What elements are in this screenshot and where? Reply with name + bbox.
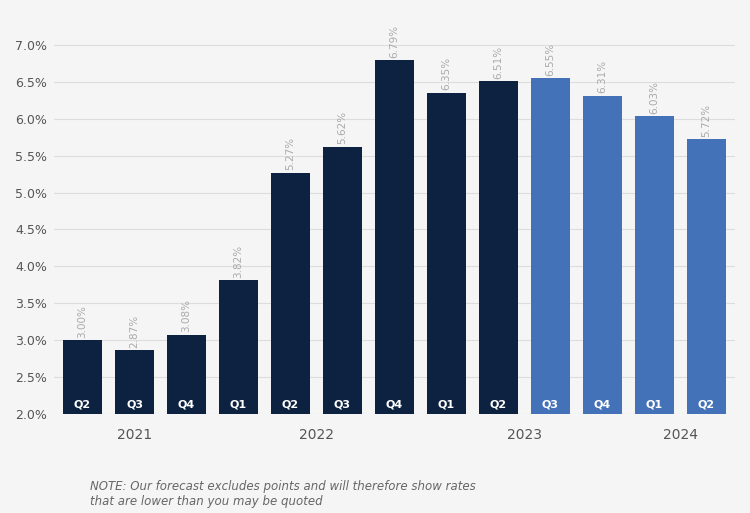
Bar [167,334,206,513]
Text: Q2: Q2 [282,400,299,410]
Text: 3.82%: 3.82% [233,245,244,278]
Text: Q4: Q4 [386,400,403,410]
Text: Q2: Q2 [698,400,715,410]
Text: 5.27%: 5.27% [286,137,296,170]
Bar [635,116,674,513]
Text: Q2: Q2 [74,400,91,410]
Text: 3.00%: 3.00% [77,305,88,338]
Bar [479,81,518,513]
Text: 2.87%: 2.87% [130,314,140,348]
Bar [687,139,726,513]
Bar [531,78,570,513]
Text: Q4: Q4 [178,400,195,410]
Bar [271,172,310,513]
Text: 3.08%: 3.08% [182,299,191,332]
Text: 5.62%: 5.62% [338,111,347,145]
Text: 2023: 2023 [507,428,542,442]
Bar [427,93,466,513]
Text: 2022: 2022 [299,428,334,442]
Text: Q4: Q4 [594,400,611,410]
Text: NOTE: Our forecast excludes points and will therefore show rates
that are lower : NOTE: Our forecast excludes points and w… [90,480,476,508]
Bar [63,341,102,513]
Bar [375,60,414,513]
Text: Q2: Q2 [490,400,507,410]
Text: Q1: Q1 [438,400,455,410]
Text: Q3: Q3 [542,400,559,410]
Text: 5.72%: 5.72% [701,104,712,137]
Text: 6.79%: 6.79% [389,25,400,58]
Text: 2021: 2021 [117,428,152,442]
Bar [583,95,622,513]
Bar [115,350,154,513]
Text: 6.55%: 6.55% [545,43,556,75]
Bar [323,147,362,513]
Text: Q1: Q1 [230,400,247,410]
Text: Q1: Q1 [646,400,663,410]
Text: 6.51%: 6.51% [494,46,503,78]
Text: 6.35%: 6.35% [442,57,452,90]
Text: 6.31%: 6.31% [598,60,608,93]
Text: Q3: Q3 [126,400,143,410]
Text: Q3: Q3 [334,400,351,410]
Text: 2024: 2024 [663,428,698,442]
Text: 6.03%: 6.03% [650,81,659,114]
Bar [219,280,258,513]
